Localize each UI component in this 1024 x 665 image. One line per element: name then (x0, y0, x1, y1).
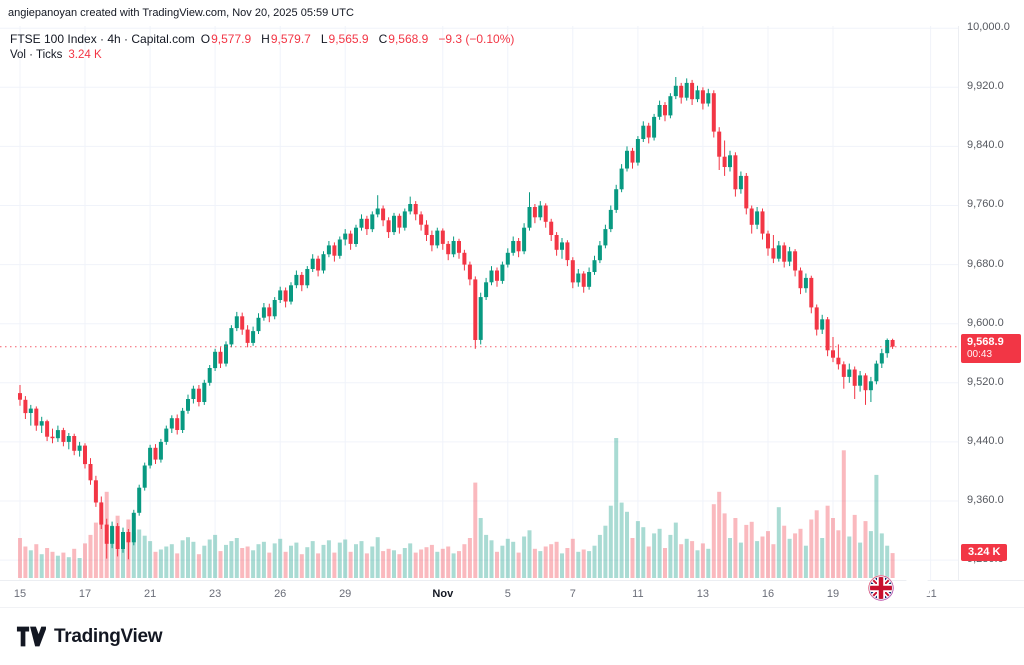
time-axis[interactable]: 15 17 21 23 26 29 Nov 5 7 11 13 16 19 21 (0, 580, 1024, 608)
legend-row-volume: Vol · Ticks 3.24 K (10, 49, 514, 61)
price-axis-label: 9,680.0 (967, 257, 1004, 270)
tradingview-logo[interactable]: TradingView (16, 625, 163, 648)
symbol-title[interactable]: FTSE 100 Index · 4h · Capital.com (10, 32, 195, 46)
attribution-bar: angiepanoyan created with TradingView.co… (8, 7, 354, 19)
time-axis-tick: 26 (274, 588, 287, 600)
last-price-value: 9,568.9 (967, 335, 1004, 348)
volume-label[interactable]: Vol · Ticks (10, 49, 63, 61)
time-axis-tick: 5 (504, 588, 511, 600)
price-axis-label: 9,360.0 (967, 493, 1004, 506)
last-price-badge: 9,568.9 00:43 (961, 333, 1021, 363)
price-axis-label: 10,000.0 (967, 21, 1010, 34)
ohlc-high: H9,579.7 (261, 32, 311, 46)
legend-row-symbol: FTSE 100 Index · 4h · Capital.com O9,577… (10, 32, 514, 46)
tradingview-logo-icon (16, 626, 46, 647)
chart-legend: FTSE 100 Index · 4h · Capital.com O9,577… (10, 32, 514, 61)
price-axis-label: 9,520.0 (967, 375, 1004, 388)
time-axis-tick: Nov (432, 588, 454, 600)
quick-icons (868, 575, 930, 601)
time-axis-tick: 7 (569, 588, 576, 600)
price-axis-label: 9,760.0 (967, 198, 1004, 211)
price-plot[interactable]: FTSE 100 Index · 4h · Capital.com O9,577… (0, 26, 958, 601)
chart-area: FTSE 100 Index · 4h · Capital.com O9,577… (0, 21, 1024, 601)
time-axis-tick: 13 (696, 588, 710, 600)
ohlc-open: O9,577.9 (200, 32, 252, 46)
time-axis-tick: 17 (78, 588, 92, 600)
price-axis[interactable]: 9,568.9 00:43 3.24 K 10,000.0 9,920.0 9,84… (958, 21, 1024, 580)
chart-canvas[interactable] (0, 26, 958, 580)
change-value: −9.3 (−0.10%) (438, 32, 515, 46)
ohlc-close: C9,568.9 (378, 32, 429, 46)
price-axis-label: 9,840.0 (967, 139, 1004, 152)
price-axis-label: 9,920.0 (967, 80, 1004, 93)
time-axis-tick: 15 (13, 588, 27, 600)
volume-badge: 3.24 K (961, 544, 1008, 562)
time-axis-tick: 19 (826, 588, 840, 600)
price-axis-label: 9,600.0 (967, 316, 1004, 329)
tradingview-logo-text: TradingView (54, 625, 163, 647)
time-axis-tick: 29 (339, 588, 352, 600)
uk-flag-icon[interactable] (869, 575, 930, 601)
volume-value: 3.24 K (68, 49, 102, 61)
time-axis-tick: 16 (761, 588, 775, 600)
bar-countdown: 00:43 (967, 348, 993, 360)
footer-bar: TradingView (0, 608, 1024, 665)
ohlc-low: L9,565.9 (320, 32, 369, 46)
price-axis-label: 9,440.0 (967, 434, 1004, 447)
time-axis-tick: 23 (208, 588, 222, 600)
time-axis-tick: 11 (632, 588, 644, 600)
time-axis-tick: 21 (143, 588, 157, 600)
